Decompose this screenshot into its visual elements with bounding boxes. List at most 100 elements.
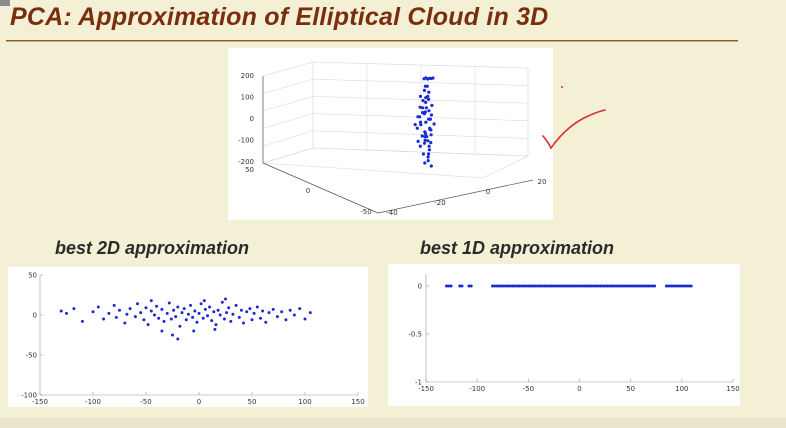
title-underline (6, 40, 738, 42)
data-point (430, 103, 434, 107)
data-point (427, 90, 431, 94)
data-point (264, 320, 268, 324)
data-point (208, 305, 212, 309)
x-tick-label: 0 (306, 187, 310, 195)
data-point (426, 159, 430, 163)
plot-3d-panel: 200 100 0 -100 -200 50 0 -50 20 0 -20 -40 (228, 48, 553, 220)
data-point (255, 305, 259, 309)
data-point (197, 311, 201, 315)
x-tick-label: 150 (726, 385, 739, 393)
data-point (423, 84, 427, 88)
data-point (102, 317, 106, 321)
data-point (184, 318, 188, 322)
data-point (497, 284, 501, 288)
data-point (203, 307, 207, 311)
data-point (424, 106, 428, 110)
data-point (680, 284, 684, 288)
data-point (153, 313, 156, 317)
data-point (107, 311, 111, 315)
data-point (678, 284, 682, 288)
slide-bottom-strip (0, 418, 786, 428)
data-point (308, 311, 312, 315)
data-point (224, 297, 227, 301)
data-point (172, 308, 176, 312)
x-tick-label: 150 (351, 398, 364, 406)
data-point (155, 304, 159, 308)
x-tick-label: -150 (418, 385, 434, 393)
data-point (421, 99, 425, 103)
data-point (599, 284, 603, 288)
data-point (467, 284, 471, 288)
data-point (189, 303, 192, 307)
grid-line (262, 96, 314, 112)
y-tick-label: -20 (434, 199, 445, 207)
data-point (234, 303, 238, 307)
y-tick-label: 50 (28, 272, 37, 280)
x-tick-label: -100 (469, 385, 485, 393)
data-point (639, 284, 643, 288)
data-point (157, 316, 161, 320)
window-corner-tab (0, 0, 10, 6)
data-point (493, 284, 497, 288)
data-point (427, 152, 431, 156)
data-point (610, 284, 614, 288)
data-point (513, 284, 517, 288)
data-point (423, 130, 427, 134)
data-point (432, 122, 436, 126)
data-point (418, 115, 422, 119)
data-point (427, 117, 431, 121)
data-point (218, 313, 222, 317)
data-point (665, 284, 668, 288)
data-point (617, 284, 621, 288)
data-point (180, 311, 184, 315)
x-tick-label: 100 (298, 398, 311, 406)
x-tick-label: 0 (577, 385, 581, 393)
data-point (128, 307, 132, 311)
x-tick-label: 50 (248, 398, 257, 406)
data-point (676, 284, 680, 288)
axis-x (262, 162, 379, 214)
data-point (425, 135, 429, 139)
data-point (136, 302, 139, 306)
data-point (420, 134, 424, 138)
data-point (418, 120, 423, 124)
data-point (533, 284, 537, 288)
data-point (689, 284, 693, 288)
data-point (623, 284, 627, 288)
data-point (574, 284, 578, 288)
data-point (637, 284, 641, 288)
data-point (608, 284, 612, 288)
data-point (239, 308, 243, 312)
data-point (551, 284, 555, 288)
data-point (469, 284, 473, 288)
data-point (421, 152, 425, 156)
data-point (648, 284, 652, 288)
data-point (96, 305, 100, 309)
data-point (416, 139, 420, 143)
data-point (171, 333, 174, 337)
data-point (594, 284, 598, 288)
data-point (540, 284, 544, 288)
data-point (590, 284, 594, 288)
data-point (112, 303, 116, 307)
data-point (449, 284, 453, 288)
data-point (288, 308, 292, 312)
data-point (558, 284, 562, 288)
data-point (174, 315, 178, 319)
data-point (222, 317, 226, 321)
data-point (460, 284, 464, 288)
data-point (65, 311, 68, 315)
data-point (674, 284, 677, 288)
data-point (303, 317, 307, 321)
z-tick-label: -200 (238, 158, 254, 166)
data-point (259, 316, 262, 320)
label-2d-approximation: best 2D approximation (55, 238, 250, 258)
data-point (216, 308, 220, 312)
data-point (149, 309, 153, 313)
data-point (80, 319, 84, 323)
data-point (445, 284, 448, 288)
data-point (567, 284, 571, 288)
data-point (176, 337, 180, 341)
x-tick-label: 50 (626, 385, 635, 393)
data-point (556, 284, 560, 288)
